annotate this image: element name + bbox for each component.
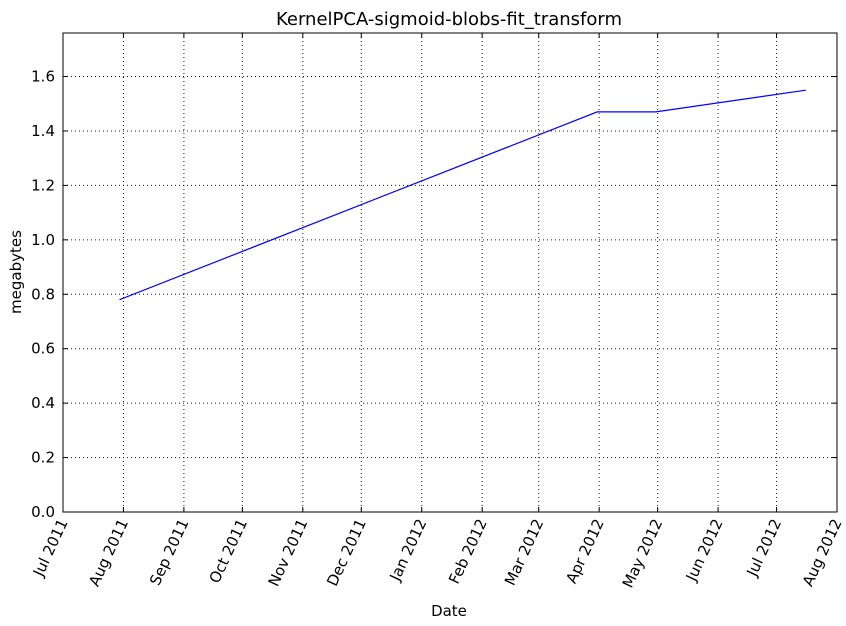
x-tick-label: May 2012 [619, 516, 667, 591]
y-tick-label: 1.6 [31, 68, 55, 86]
x-tick-label: Oct 2011 [206, 516, 251, 586]
y-tick-label: 0.6 [31, 340, 55, 358]
x-tick-label: Sep 2011 [146, 516, 192, 588]
x-tick-label: Nov 2011 [265, 516, 312, 589]
x-tick-label: Aug 2012 [799, 516, 846, 589]
y-tick-label: 0.8 [31, 285, 55, 303]
ticks-layer [62, 33, 838, 513]
x-tick-label: Dec 2011 [323, 516, 370, 589]
grid-layer [63, 33, 837, 512]
x-tick-labels: Jul 2011 Aug 2011 Sep 2011 Oct 2011 Nov 2011… [29, 516, 846, 591]
x-tick-label: Aug 2011 [85, 516, 132, 589]
y-tick-label: 0.0 [31, 503, 55, 521]
y-axis-label: megabytes [7, 230, 25, 314]
x-tick-label: Jul 2012 [743, 516, 786, 580]
x-tick-label: Feb 2012 [445, 516, 491, 587]
y-tick-label: 1.4 [31, 122, 55, 140]
x-tick-label: Jan 2012 [386, 516, 431, 584]
series-layer [119, 89, 806, 301]
y-tick-label: 1.0 [31, 231, 55, 249]
y-tick-labels: 0.0 0.2 0.4 0.6 0.8 1.0 1.2 1.4 1.6 [31, 68, 55, 521]
chart-title: KernelPCA-sigmoid-blobs-fit_transform [276, 9, 622, 30]
y-tick-label: 0.4 [31, 394, 55, 412]
x-axis-label: Date [431, 602, 467, 620]
series-line [119, 89, 806, 301]
x-tick-label: Apr 2012 [562, 516, 607, 586]
y-tick-label: 0.2 [31, 449, 55, 467]
x-tick-label: Jun 2012 [682, 516, 727, 585]
y-tick-label: 1.2 [31, 176, 55, 194]
x-tick-label: Mar 2012 [501, 516, 547, 588]
x-tick-label: Jul 2011 [29, 516, 72, 580]
plot-frame [62, 32, 838, 513]
